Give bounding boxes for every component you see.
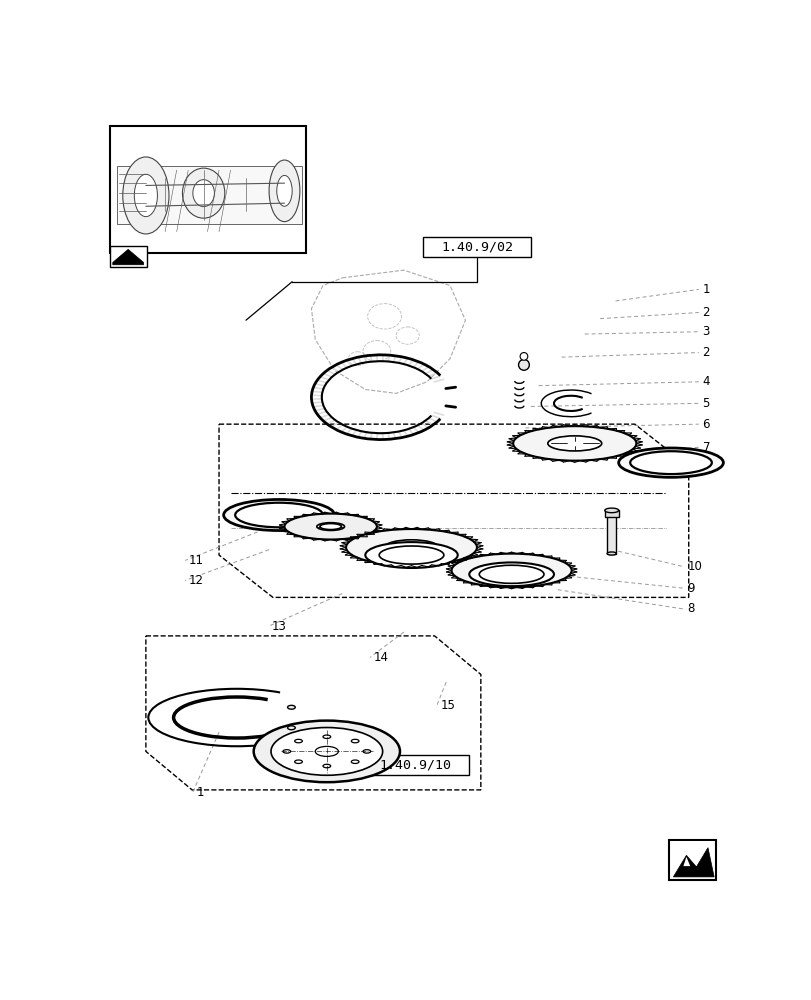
Ellipse shape <box>363 750 371 753</box>
Ellipse shape <box>134 174 157 217</box>
Ellipse shape <box>271 728 382 775</box>
Ellipse shape <box>469 562 553 586</box>
Ellipse shape <box>316 523 344 530</box>
Ellipse shape <box>182 168 225 218</box>
Ellipse shape <box>488 564 534 577</box>
Text: 12: 12 <box>189 574 204 587</box>
Bar <box>668 840 714 880</box>
Ellipse shape <box>384 540 438 555</box>
Text: 1: 1 <box>196 786 204 799</box>
Text: 5: 5 <box>702 397 709 410</box>
Text: 7: 7 <box>702 441 709 454</box>
Text: 14: 14 <box>373 651 388 664</box>
Ellipse shape <box>351 739 358 743</box>
Ellipse shape <box>379 546 444 564</box>
Text: 10: 10 <box>686 560 702 573</box>
Ellipse shape <box>629 451 711 474</box>
Ellipse shape <box>287 726 295 730</box>
Ellipse shape <box>365 542 457 568</box>
Polygon shape <box>683 857 689 866</box>
Ellipse shape <box>122 157 169 234</box>
Circle shape <box>520 353 527 360</box>
Text: 13: 13 <box>271 620 286 633</box>
Ellipse shape <box>618 448 723 477</box>
Ellipse shape <box>268 160 299 222</box>
Text: 2: 2 <box>702 346 709 359</box>
Bar <box>604 510 618 517</box>
Ellipse shape <box>351 760 358 763</box>
Ellipse shape <box>253 721 400 782</box>
Ellipse shape <box>287 705 295 709</box>
Ellipse shape <box>277 175 292 206</box>
Circle shape <box>518 359 529 370</box>
Bar <box>361 755 469 775</box>
Text: 2: 2 <box>702 306 709 319</box>
Ellipse shape <box>284 514 376 539</box>
Bar <box>109 126 306 253</box>
Ellipse shape <box>315 746 338 756</box>
Bar <box>118 166 302 224</box>
Ellipse shape <box>320 524 341 530</box>
Ellipse shape <box>513 426 636 461</box>
Bar <box>423 237 530 257</box>
Ellipse shape <box>223 499 334 531</box>
Ellipse shape <box>478 565 543 583</box>
Ellipse shape <box>323 735 330 739</box>
Text: 8: 8 <box>686 602 693 615</box>
Text: 1.40.9/10: 1.40.9/10 <box>379 759 451 772</box>
Text: 1: 1 <box>702 283 709 296</box>
Ellipse shape <box>604 508 618 513</box>
Ellipse shape <box>235 503 323 527</box>
Ellipse shape <box>294 760 302 763</box>
Polygon shape <box>113 249 144 265</box>
Bar <box>670 841 713 878</box>
Ellipse shape <box>451 554 571 587</box>
Ellipse shape <box>294 739 302 743</box>
Text: 9: 9 <box>686 582 694 595</box>
Text: 15: 15 <box>440 699 455 712</box>
Bar <box>109 246 147 267</box>
Ellipse shape <box>547 436 601 451</box>
Ellipse shape <box>192 180 214 207</box>
Text: 6: 6 <box>702 418 709 431</box>
Text: 3: 3 <box>702 325 709 338</box>
Ellipse shape <box>282 750 290 753</box>
Text: 11: 11 <box>189 554 204 567</box>
Ellipse shape <box>323 764 330 768</box>
Polygon shape <box>672 848 713 877</box>
Ellipse shape <box>607 552 616 555</box>
Text: 4: 4 <box>702 375 709 388</box>
Bar <box>607 510 616 554</box>
Text: 1.40.9/02: 1.40.9/02 <box>440 241 513 254</box>
Ellipse shape <box>345 529 476 566</box>
